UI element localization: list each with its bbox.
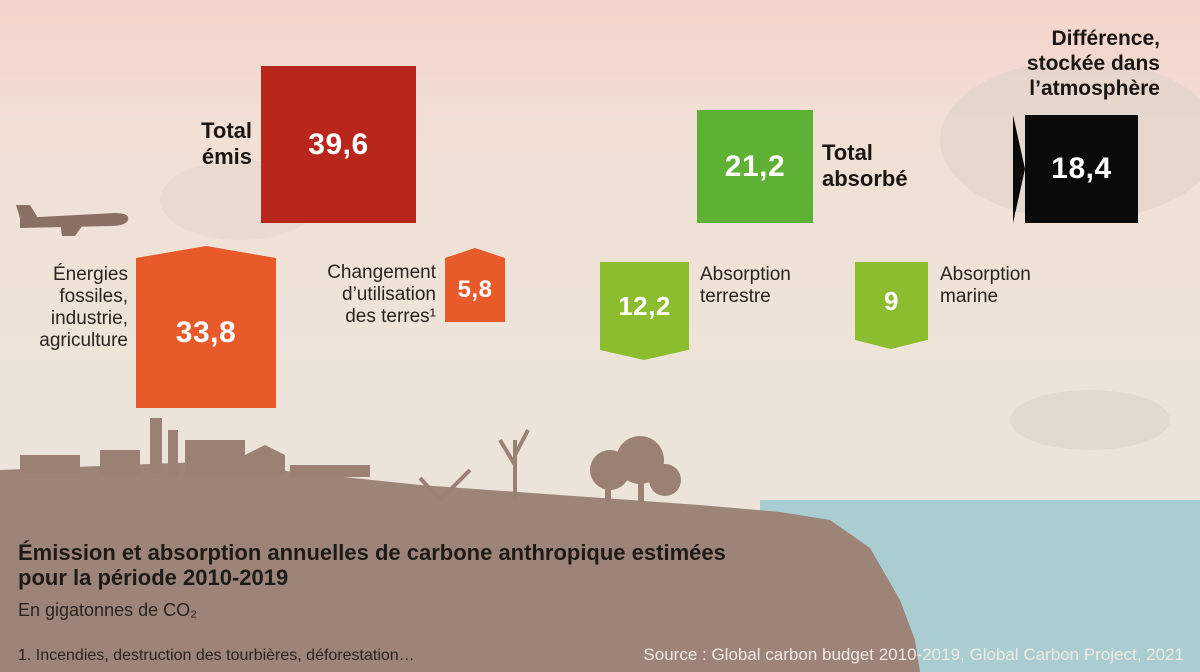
atmosphere-box: 18,4 <box>1025 115 1138 223</box>
land-use-arrow <box>445 248 505 258</box>
land-use-label: Changement d’utilisation des terres¹ <box>327 262 436 327</box>
total-emitted-value: 39,6 <box>308 127 369 161</box>
land-sink-arrow <box>600 350 688 360</box>
ground <box>0 462 920 672</box>
total-absorbed-box: 21,2 <box>697 110 813 223</box>
dead-tree <box>418 429 530 502</box>
factory-silhouette <box>20 418 370 477</box>
total-emitted-label: Total émis <box>201 118 252 169</box>
fossil-box: 33,8 <box>136 258 276 408</box>
chart-title: Émission et absorption annuelles de carb… <box>18 540 726 590</box>
ocean-sink-arrow <box>855 340 927 349</box>
footnote: 1. Incendies, destruction des tourbières… <box>18 647 415 664</box>
land-sink-label: Absorption terrestre <box>700 264 791 307</box>
cloud-shape <box>1010 390 1170 450</box>
atmosphere-arrow <box>1013 115 1025 223</box>
tree-silhouette <box>590 436 681 505</box>
fossil-value: 33,8 <box>175 316 237 349</box>
total-emitted-box: 39,6 <box>261 66 416 223</box>
atmosphere-label: Différence, stockée dans l’atmosphère <box>1026 27 1160 100</box>
land-use-box: 5,8 <box>445 258 505 322</box>
atmosphere-value: 18,4 <box>1051 152 1112 185</box>
land-sink-box: 12,2 <box>600 262 689 350</box>
fossil-arrow <box>136 246 276 258</box>
land-use-value: 5,8 <box>457 276 493 303</box>
fossil-label: Énergies fossiles, industrie, agricultur… <box>39 264 128 351</box>
land-sink-value: 12,2 <box>618 290 671 321</box>
total-absorbed-value: 21,2 <box>724 149 786 183</box>
airplane-icon <box>16 205 129 236</box>
total-absorbed-label: Total absorbé <box>822 140 908 191</box>
ocean-sink-value: 9 <box>884 285 899 316</box>
source-credit: Source : Global carbon budget 2010-2019,… <box>643 645 1184 664</box>
chart-subtitle: En gigatonnes de CO₂ <box>18 600 198 620</box>
ocean-sink-box: 9 <box>855 262 928 340</box>
ocean-sink-label: Absorption marine <box>940 264 1031 307</box>
